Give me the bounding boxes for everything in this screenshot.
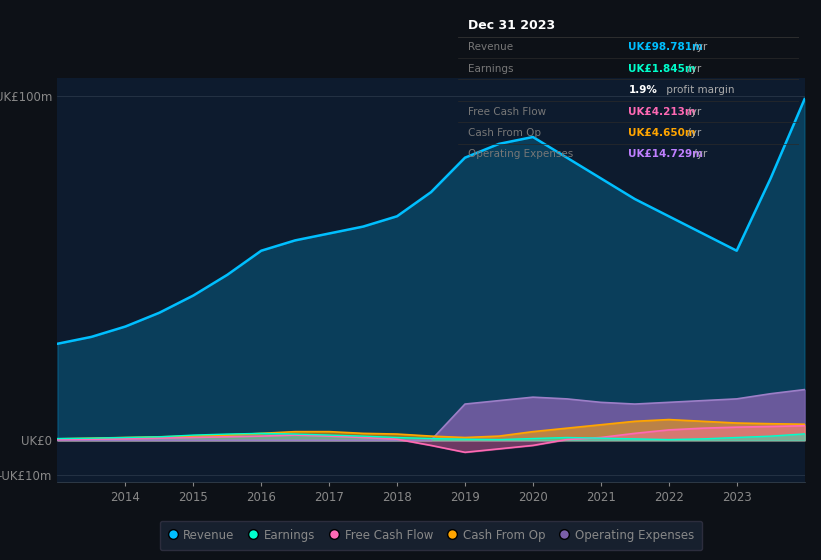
Text: /yr: /yr — [690, 43, 707, 52]
Text: Dec 31 2023: Dec 31 2023 — [468, 20, 556, 32]
Text: /yr: /yr — [684, 128, 701, 138]
Text: /yr: /yr — [690, 150, 707, 160]
Text: UK£98.781m: UK£98.781m — [629, 43, 704, 52]
Text: profit margin: profit margin — [663, 85, 734, 95]
Text: Cash From Op: Cash From Op — [468, 128, 541, 138]
Text: UK£4.213m: UK£4.213m — [629, 106, 696, 116]
Text: /yr: /yr — [684, 64, 701, 74]
Text: UK£1.845m: UK£1.845m — [629, 64, 696, 74]
Text: 1.9%: 1.9% — [629, 85, 658, 95]
Text: UK£14.729m: UK£14.729m — [629, 150, 704, 160]
Text: UK£4.650m: UK£4.650m — [629, 128, 696, 138]
Text: Earnings: Earnings — [468, 64, 514, 74]
Legend: Revenue, Earnings, Free Cash Flow, Cash From Op, Operating Expenses: Revenue, Earnings, Free Cash Flow, Cash … — [159, 521, 703, 550]
Text: Operating Expenses: Operating Expenses — [468, 150, 574, 160]
Text: Revenue: Revenue — [468, 43, 513, 52]
Text: /yr: /yr — [684, 106, 701, 116]
Text: Free Cash Flow: Free Cash Flow — [468, 106, 547, 116]
